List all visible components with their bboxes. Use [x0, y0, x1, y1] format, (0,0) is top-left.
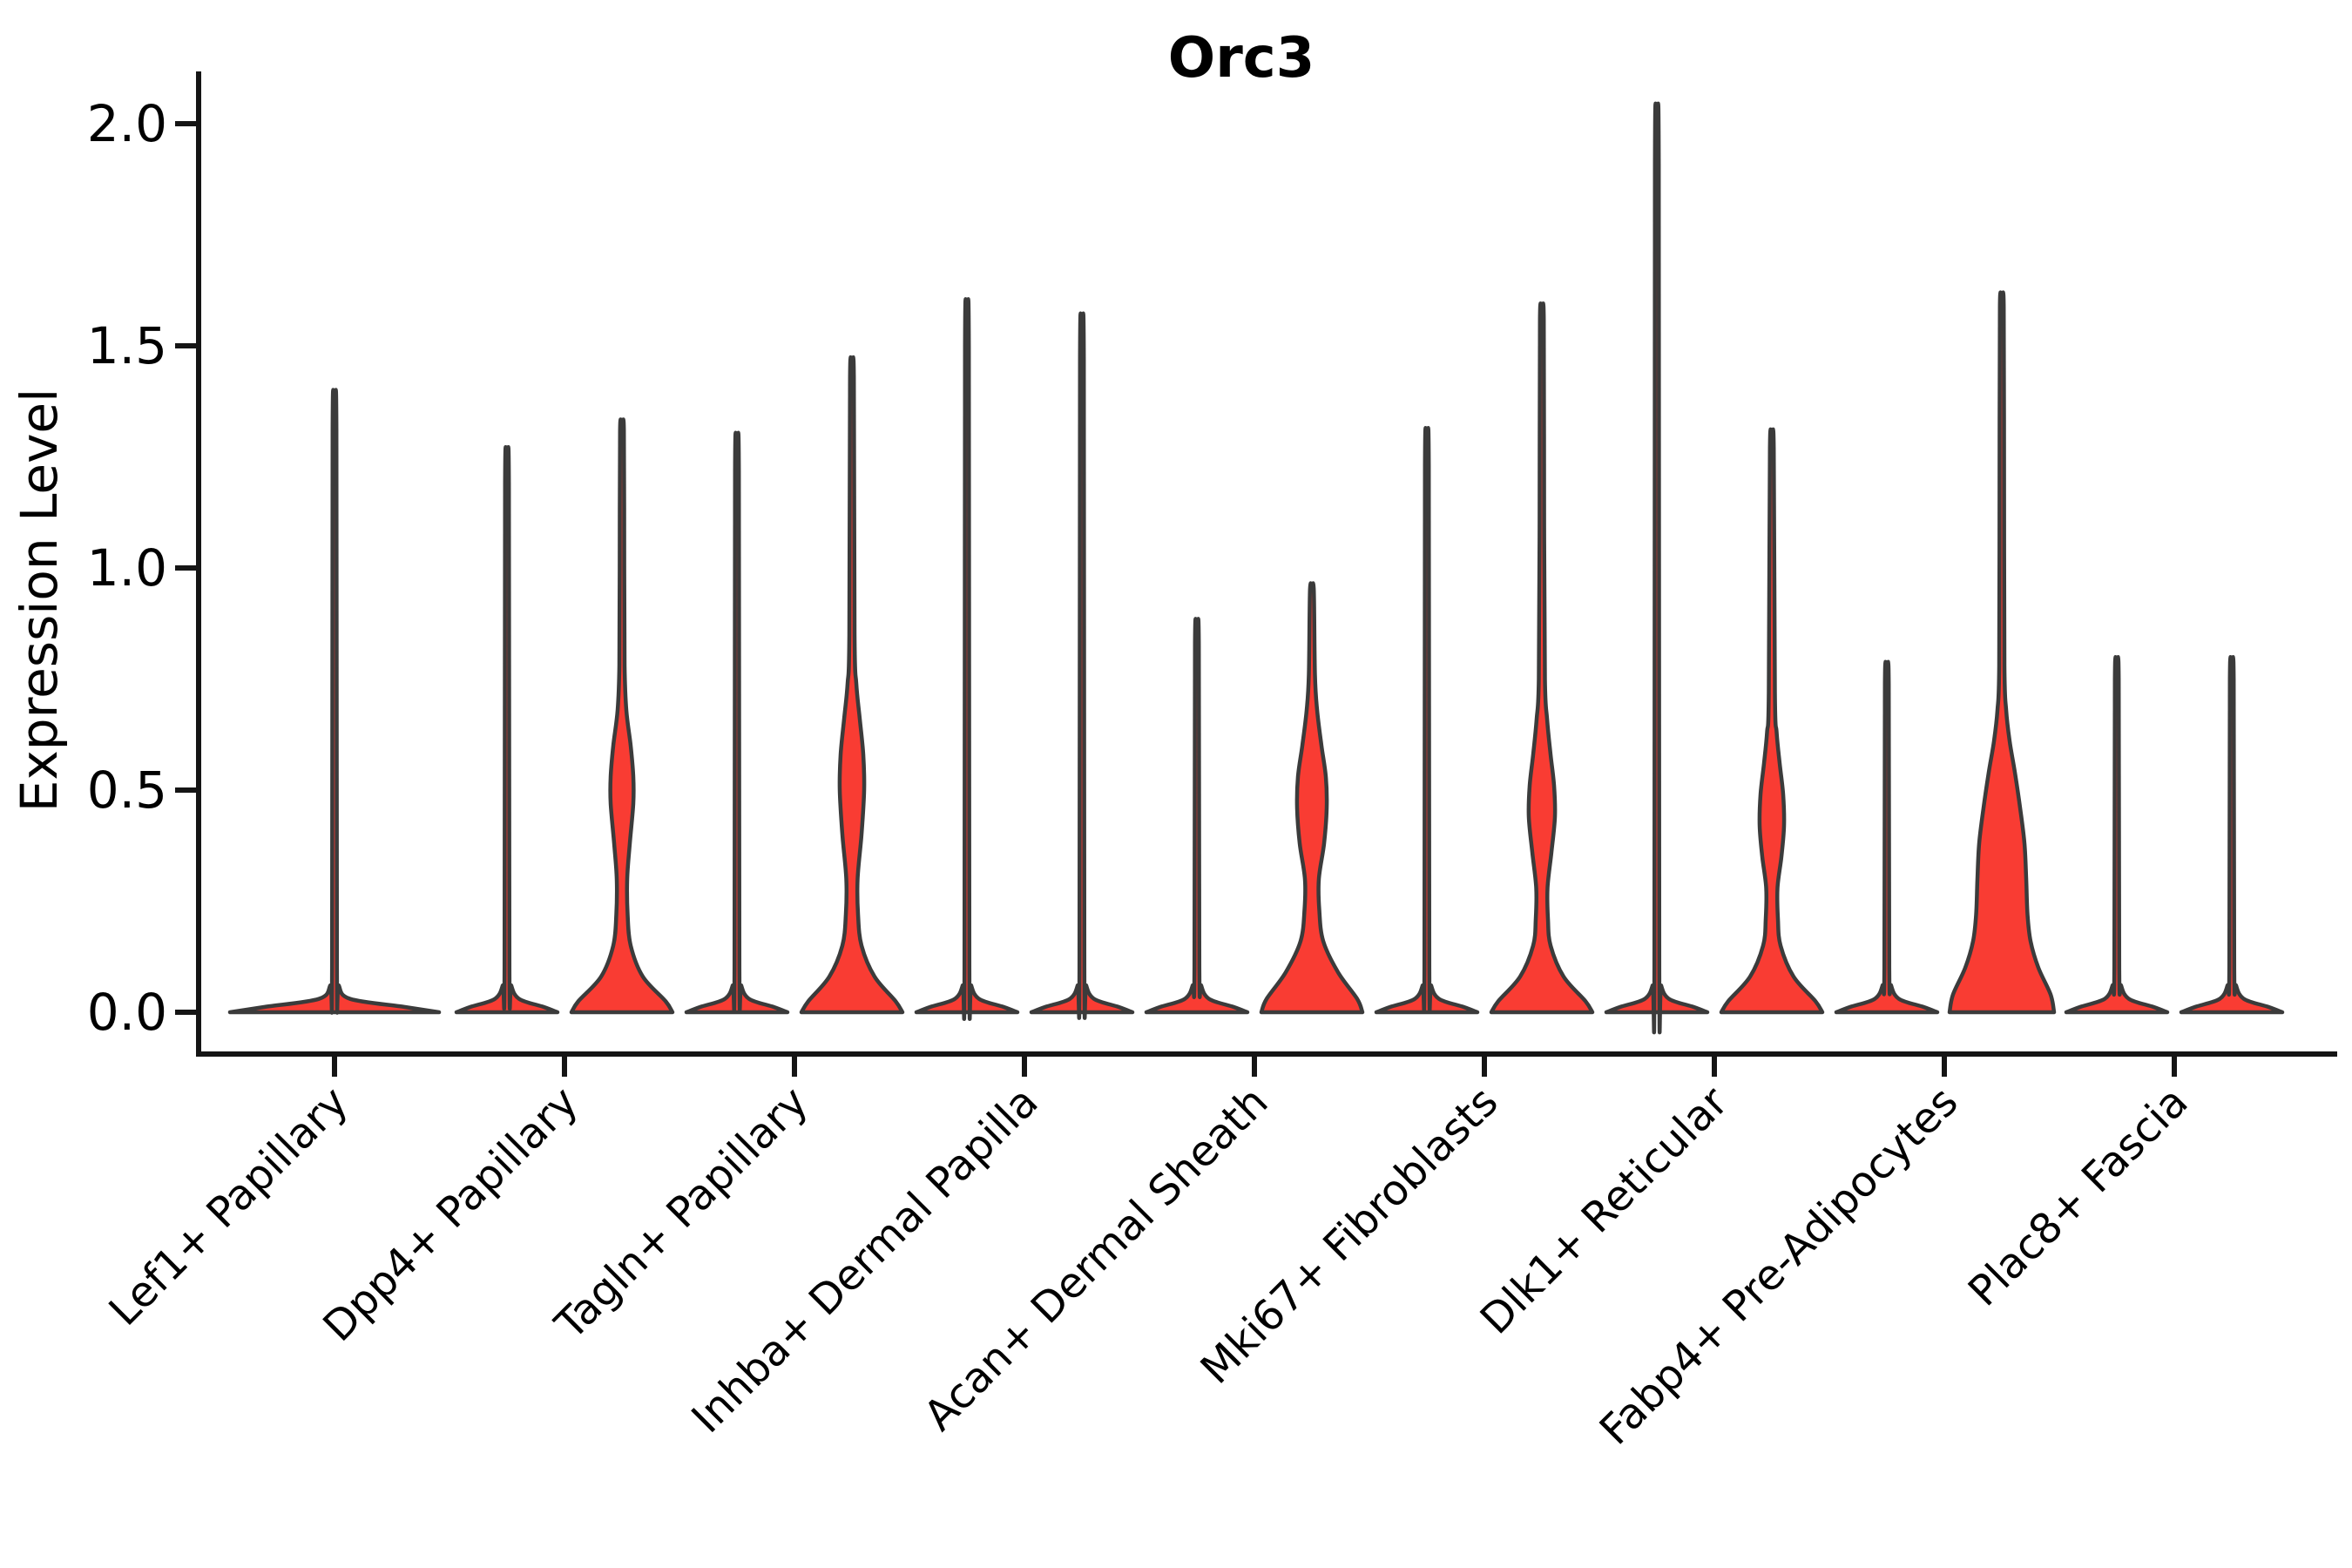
violin-path	[454, 445, 560, 1015]
violin-path	[2179, 655, 2285, 1015]
violin-path	[1719, 427, 1825, 1015]
violin-path	[1947, 290, 2057, 1015]
x-tick-label: Plac8+ Fascia	[1959, 1078, 2198, 1316]
x-tick-label: Dpp4+ Papillary	[314, 1078, 587, 1351]
violin-path	[1029, 311, 1135, 1020]
y-tick-label: 2.0	[87, 94, 167, 153]
violin-path	[1604, 101, 1710, 1035]
x-tick-label: Lef1+ Papillary	[100, 1078, 358, 1335]
violin-path	[684, 430, 790, 1015]
violin-path	[1259, 581, 1365, 1015]
violin-path	[1374, 426, 1480, 1015]
x-tick-label: Dlk1+ Reticular	[1471, 1078, 1738, 1344]
x-tick-label: Tagln+ Papillary	[545, 1078, 817, 1349]
y-tick-label: 0.0	[87, 983, 167, 1042]
y-tick-label: 0.5	[87, 760, 167, 820]
violin-path	[914, 297, 1020, 1021]
violin-path	[2064, 655, 2170, 1015]
violin-path	[1144, 617, 1250, 1015]
violin-path	[1834, 659, 1940, 1015]
y-tick-label: 1.0	[87, 538, 167, 598]
violin-path	[1489, 301, 1595, 1015]
y-tick-label: 1.5	[87, 316, 167, 375]
violin-path	[569, 417, 675, 1015]
violin-path	[227, 388, 442, 1015]
violin-path	[799, 355, 905, 1015]
chart-title: Orc3	[1167, 26, 1315, 91]
